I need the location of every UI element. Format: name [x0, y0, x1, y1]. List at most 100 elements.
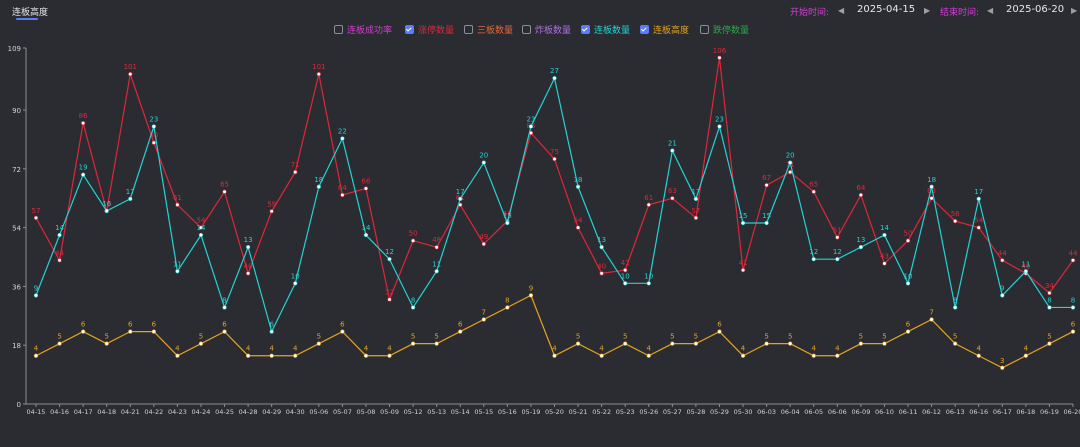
legend-item-broken-board[interactable]: 炸板数量 [522, 23, 571, 36]
data-point-limit-up [434, 245, 439, 250]
data-label-consecutive-count: 6 [269, 321, 274, 329]
data-label-consecutive-count: 22 [338, 128, 347, 136]
data-point-consecutive-count [363, 232, 369, 238]
data-label-limit-up: 56 [503, 210, 512, 218]
data-point-consecutive-count [528, 124, 534, 129]
data-point-limit-up [481, 241, 486, 247]
data-point-limit-up [340, 192, 345, 198]
data-label-consecutive-count: 13 [856, 236, 865, 244]
data-label-consecutive-count: 10 [904, 272, 913, 280]
data-label-consecutive-count: 12 [833, 248, 842, 256]
start-next-icon[interactable]: ▶ [924, 6, 931, 15]
legend-item-limit-down[interactable]: 跌停数量 [700, 23, 749, 36]
data-label-consecutive-height: 5 [104, 333, 108, 341]
x-tick-label: 05-30 [734, 408, 753, 416]
legend-item-three-board[interactable]: 三板数量 [464, 23, 513, 36]
data-point-consecutive-height [198, 341, 204, 346]
checkbox-icon[interactable] [700, 25, 709, 34]
x-tick-label: 06-18 [1016, 408, 1035, 416]
checkbox-icon[interactable] [464, 25, 473, 34]
end-date-value[interactable]: 2025-06-20 [1006, 4, 1065, 15]
data-point-limit-up [953, 219, 958, 224]
data-label-limit-up: 63 [668, 187, 677, 195]
data-label-limit-up: 40 [597, 262, 606, 270]
legend-item-success-rate[interactable]: 连板成功率 [334, 23, 392, 36]
data-point-limit-up [387, 297, 392, 302]
data-label-limit-up: 41 [739, 259, 748, 267]
data-point-consecutive-count [670, 148, 675, 153]
checkbox-checked-icon[interactable] [581, 25, 590, 34]
data-point-consecutive-count [316, 184, 321, 189]
data-point-consecutive-height [434, 341, 439, 346]
data-label-consecutive-height: 8 [505, 296, 509, 304]
data-label-limit-up: 61 [173, 194, 182, 202]
data-point-limit-up [717, 55, 722, 60]
tab-lianban-height[interactable]: 连板高度 [12, 8, 49, 18]
x-tick-label: 04-23 [168, 408, 187, 416]
data-point-limit-up [646, 202, 651, 207]
data-label-consecutive-height: 5 [670, 333, 674, 341]
data-label-consecutive-count: 20 [786, 152, 795, 160]
data-point-consecutive-count [693, 196, 699, 201]
data-point-limit-up [693, 215, 699, 220]
x-tick-label: 04-18 [97, 408, 116, 416]
checkbox-checked-icon[interactable] [405, 25, 414, 34]
data-point-consecutive-count [151, 124, 156, 129]
x-tick-label: 04-30 [286, 408, 305, 416]
data-point-consecutive-height [410, 341, 416, 346]
data-point-limit-up [929, 196, 934, 201]
data-point-consecutive-count [858, 245, 863, 250]
data-point-limit-up [599, 271, 604, 276]
data-label-consecutive-count: 16 [102, 200, 111, 208]
y-tick-label: 0 [17, 401, 21, 409]
x-tick-label: 04-28 [239, 408, 258, 416]
data-label-limit-up: 80 [149, 132, 158, 140]
checkbox-checked-icon[interactable] [640, 25, 649, 34]
data-point-consecutive-count [811, 257, 816, 262]
data-point-consecutive-count [1000, 293, 1005, 298]
data-label-consecutive-count: 12 [385, 248, 394, 256]
data-point-consecutive-height [552, 353, 557, 358]
data-label-consecutive-count: 11 [432, 260, 441, 268]
checkbox-icon[interactable] [522, 25, 531, 34]
checkbox-icon[interactable] [334, 25, 343, 34]
data-label-consecutive-height: 6 [1071, 321, 1076, 329]
data-point-consecutive-count [1023, 269, 1028, 274]
data-label-consecutive-count: 14 [55, 224, 64, 232]
x-tick-label: 06-17 [993, 408, 1012, 416]
top-bar: 连板高度 开始时间: ◀ 2025-04-15 ▶ 结束时间: ◀ 2025-0… [0, 0, 1080, 24]
legend-item-consecutive-count[interactable]: 连板数量 [581, 23, 630, 36]
data-label-consecutive-height: 4 [269, 345, 274, 353]
start-prev-icon[interactable]: ◀ [838, 6, 845, 15]
data-label-consecutive-height: 4 [246, 345, 251, 353]
x-tick-label: 05-20 [545, 408, 564, 416]
x-tick-label: 04-22 [144, 408, 163, 416]
data-point-limit-up [293, 170, 298, 175]
x-tick-label: 05-28 [686, 408, 705, 416]
data-label-consecutive-height: 4 [976, 345, 981, 353]
legend-item-limit-up[interactable]: 涨停数量 [405, 23, 454, 36]
x-tick-label: 05-26 [639, 408, 658, 416]
data-label-limit-up: 64 [338, 184, 347, 192]
data-point-consecutive-height [623, 341, 628, 346]
x-tick-label: 04-15 [27, 408, 46, 416]
data-label-limit-up: 40 [244, 262, 253, 270]
data-point-limit-up [128, 72, 133, 77]
end-next-icon[interactable]: ▶ [1071, 6, 1078, 15]
data-point-limit-up [835, 235, 840, 240]
data-label-consecutive-height: 4 [364, 345, 369, 353]
x-tick-label: 05-09 [380, 408, 399, 416]
x-tick-label: 06-13 [946, 408, 965, 416]
data-label-consecutive-height: 3 [1000, 357, 1004, 365]
data-point-consecutive-height [953, 341, 958, 346]
x-tick-label: 04-21 [121, 408, 140, 416]
end-prev-icon[interactable]: ◀ [987, 6, 994, 15]
legend-label: 涨停数量 [418, 26, 455, 36]
data-label-consecutive-height: 5 [199, 333, 203, 341]
data-point-limit-up [575, 225, 581, 230]
start-date-value[interactable]: 2025-04-15 [857, 4, 916, 15]
data-label-consecutive-count: 11 [1021, 260, 1030, 268]
series-line-consecutive-count [35, 76, 1073, 334]
legend-item-consecutive-height[interactable]: 连板高度 [640, 23, 689, 36]
